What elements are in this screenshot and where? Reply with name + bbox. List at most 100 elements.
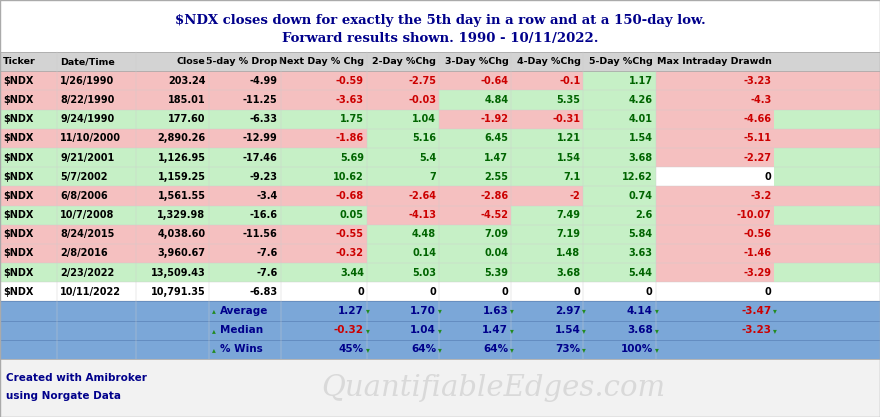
Bar bbox=[583, 167, 656, 186]
Bar bbox=[583, 244, 656, 263]
Text: 185.01: 185.01 bbox=[168, 95, 206, 105]
Text: 0.05: 0.05 bbox=[340, 210, 364, 220]
Text: 1.54: 1.54 bbox=[554, 325, 581, 335]
Bar bbox=[0, 129, 880, 148]
Text: using Norgate Data: using Norgate Data bbox=[6, 391, 121, 401]
Text: $NDX: $NDX bbox=[3, 133, 33, 143]
Text: $NDX: $NDX bbox=[3, 268, 33, 278]
Text: 0.14: 0.14 bbox=[412, 249, 436, 259]
Text: 9/21/2001: 9/21/2001 bbox=[60, 153, 114, 163]
Text: 1.04: 1.04 bbox=[410, 325, 436, 335]
Bar bbox=[0, 359, 880, 417]
Text: -10.07: -10.07 bbox=[737, 210, 772, 220]
Bar bbox=[0, 206, 880, 225]
Text: ▾: ▾ bbox=[438, 326, 442, 335]
Text: $NDX: $NDX bbox=[3, 95, 33, 105]
Bar bbox=[439, 244, 511, 263]
Text: ▾: ▾ bbox=[655, 326, 658, 335]
Bar bbox=[656, 90, 774, 110]
Bar bbox=[367, 129, 439, 148]
Bar bbox=[0, 301, 880, 359]
Bar bbox=[281, 110, 367, 129]
Text: 1,126.95: 1,126.95 bbox=[158, 153, 206, 163]
Bar bbox=[583, 71, 656, 90]
Text: 64%: 64% bbox=[411, 344, 436, 354]
Text: 3.63: 3.63 bbox=[628, 249, 653, 259]
Text: -9.23: -9.23 bbox=[250, 172, 278, 182]
Text: 0: 0 bbox=[765, 172, 772, 182]
Bar bbox=[583, 90, 656, 110]
Text: 10.62: 10.62 bbox=[334, 172, 364, 182]
Text: 12.62: 12.62 bbox=[622, 172, 653, 182]
Text: -0.59: -0.59 bbox=[336, 76, 364, 86]
Text: 1.17: 1.17 bbox=[628, 76, 653, 86]
Text: 1.54: 1.54 bbox=[628, 133, 653, 143]
Text: 2.97: 2.97 bbox=[554, 306, 581, 316]
Text: ▾: ▾ bbox=[655, 306, 658, 316]
Text: Ticker: Ticker bbox=[3, 57, 36, 66]
Bar bbox=[511, 167, 583, 186]
Bar bbox=[583, 110, 656, 129]
Bar bbox=[281, 225, 367, 244]
Text: -0.32: -0.32 bbox=[336, 249, 364, 259]
Text: -3.29: -3.29 bbox=[744, 268, 772, 278]
Bar bbox=[0, 186, 880, 206]
Bar bbox=[367, 225, 439, 244]
Text: -11.25: -11.25 bbox=[243, 95, 278, 105]
Text: -3.23: -3.23 bbox=[744, 76, 772, 86]
Text: 8/22/1990: 8/22/1990 bbox=[60, 95, 114, 105]
Bar bbox=[656, 206, 774, 225]
Text: 1.21: 1.21 bbox=[556, 133, 581, 143]
Text: 1.63: 1.63 bbox=[482, 306, 509, 316]
Bar bbox=[511, 225, 583, 244]
Text: -2.27: -2.27 bbox=[744, 153, 772, 163]
Text: -1.86: -1.86 bbox=[336, 133, 364, 143]
Text: Forward results shown. 1990 - 10/11/2022.: Forward results shown. 1990 - 10/11/2022… bbox=[282, 32, 598, 45]
Bar bbox=[281, 282, 367, 301]
Text: 2.55: 2.55 bbox=[484, 172, 509, 182]
Text: -0.56: -0.56 bbox=[744, 229, 772, 239]
Text: -4.3: -4.3 bbox=[750, 95, 772, 105]
Bar bbox=[511, 129, 583, 148]
Bar bbox=[281, 90, 367, 110]
Text: -0.68: -0.68 bbox=[336, 191, 364, 201]
Text: -3.2: -3.2 bbox=[750, 191, 772, 201]
Text: 0: 0 bbox=[765, 287, 772, 297]
Bar bbox=[439, 71, 511, 90]
Text: -1.46: -1.46 bbox=[744, 249, 772, 259]
Text: 100%: 100% bbox=[620, 344, 653, 354]
Bar bbox=[583, 206, 656, 225]
Text: ▾: ▾ bbox=[366, 306, 370, 316]
Text: ▾: ▾ bbox=[583, 306, 586, 316]
Text: -17.46: -17.46 bbox=[243, 153, 278, 163]
Text: $NDX: $NDX bbox=[3, 114, 33, 124]
Bar bbox=[439, 263, 511, 282]
Text: $NDX closes down for exactly the 5th day in a row and at a 150-day low.: $NDX closes down for exactly the 5th day… bbox=[174, 14, 706, 27]
Text: 5.39: 5.39 bbox=[484, 268, 509, 278]
Bar bbox=[583, 186, 656, 206]
Text: -3.47: -3.47 bbox=[741, 306, 772, 316]
Text: 5.69: 5.69 bbox=[340, 153, 364, 163]
Text: -12.99: -12.99 bbox=[243, 133, 278, 143]
Bar bbox=[281, 186, 367, 206]
Bar bbox=[281, 129, 367, 148]
Bar bbox=[439, 148, 511, 167]
Text: 0: 0 bbox=[357, 287, 364, 297]
Text: -6.33: -6.33 bbox=[250, 114, 278, 124]
Text: $NDX: $NDX bbox=[3, 210, 33, 220]
Text: 45%: 45% bbox=[339, 344, 364, 354]
Text: 5.03: 5.03 bbox=[412, 268, 436, 278]
Text: 4.14: 4.14 bbox=[627, 306, 653, 316]
Text: ▾: ▾ bbox=[366, 345, 370, 354]
Text: Created with Amibroker: Created with Amibroker bbox=[6, 373, 147, 383]
Text: 0: 0 bbox=[429, 287, 436, 297]
Bar bbox=[0, 263, 880, 282]
Text: ▾: ▾ bbox=[366, 326, 370, 335]
Text: ▾: ▾ bbox=[655, 345, 658, 354]
Bar bbox=[0, 167, 880, 186]
Text: QuantifiableEdges.com: QuantifiableEdges.com bbox=[320, 374, 665, 402]
Text: 13,509.43: 13,509.43 bbox=[150, 268, 206, 278]
Text: 5/7/2002: 5/7/2002 bbox=[60, 172, 107, 182]
Text: 5.35: 5.35 bbox=[556, 95, 581, 105]
Text: 2-Day %Chg: 2-Day %Chg bbox=[372, 57, 436, 66]
